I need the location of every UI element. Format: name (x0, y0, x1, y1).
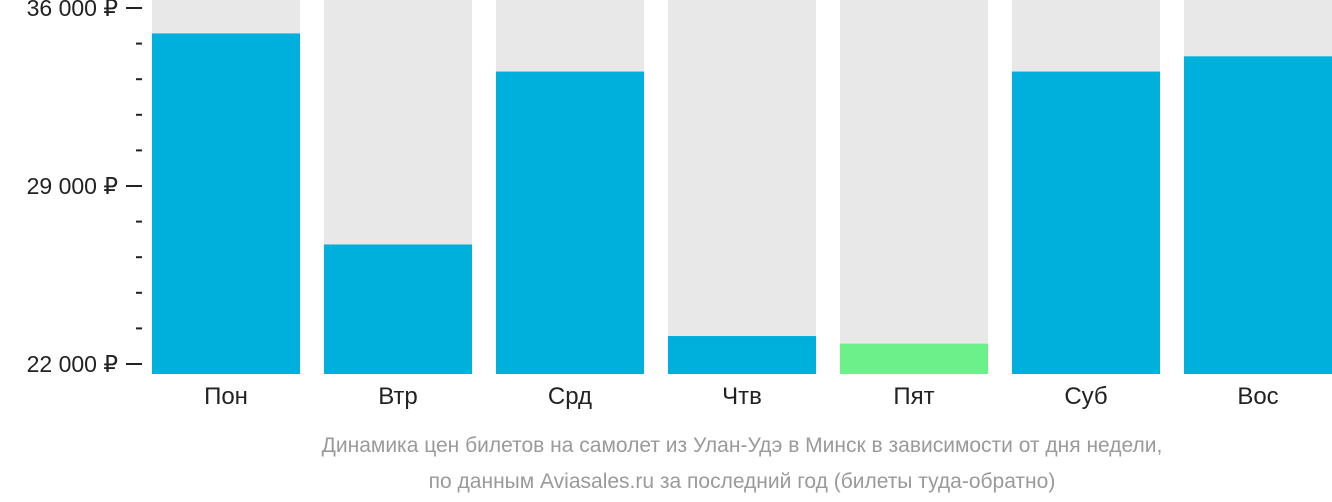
y-axis: 36 000 ₽ 29 000 ₽ 22 000 ₽ (27, 0, 142, 377)
bar-2 (496, 71, 644, 375)
x-tick-label-0: Пон (204, 383, 248, 410)
bar-0 (152, 33, 300, 375)
bar-background-3 (668, 0, 816, 374)
bar-4 (840, 343, 988, 374)
y-tick-label-1: 29 000 ₽ (27, 173, 118, 199)
caption-line-2: по данным Aviasales.ru за последний год … (429, 470, 1056, 493)
x-tick-label-5: Суб (1064, 383, 1107, 410)
x-tick-label-4: Пят (893, 383, 934, 410)
bar-5 (1012, 71, 1160, 375)
x-tick-label-6: Вос (1237, 383, 1278, 410)
x-tick-label-1: Втр (378, 383, 418, 410)
x-tick-label-2: Срд (548, 383, 592, 410)
y-tick-label-0: 36 000 ₽ (27, 0, 118, 21)
bar-1 (324, 244, 472, 374)
caption-line-1: Динамика цен билетов на самолет из Улан-… (322, 434, 1163, 457)
x-axis-labels: Пон Втр Срд Чтв Пят Суб Вос (204, 383, 1279, 410)
bar-background-4 (840, 0, 988, 374)
bar-6 (1184, 56, 1332, 375)
bars (152, 33, 1332, 375)
y-tick-label-2: 22 000 ₽ (27, 351, 118, 377)
bar-3 (668, 336, 816, 374)
x-tick-label-3: Чтв (722, 383, 762, 410)
